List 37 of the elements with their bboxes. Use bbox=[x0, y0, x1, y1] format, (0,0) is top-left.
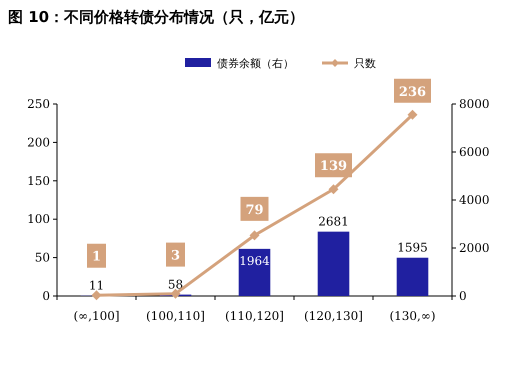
point bbox=[250, 230, 260, 240]
y2-tick-label: 4000 bbox=[459, 193, 490, 207]
y-tick-label: 50 bbox=[34, 250, 50, 265]
legend-label: 只数 bbox=[354, 57, 376, 70]
bar bbox=[396, 258, 428, 296]
y2-tick-label: 2000 bbox=[459, 241, 490, 255]
data-label: 1964 bbox=[239, 254, 270, 268]
data-label: 79 bbox=[245, 202, 264, 218]
bar bbox=[238, 248, 270, 296]
y-tick-label: 150 bbox=[27, 174, 50, 188]
bar bbox=[318, 232, 350, 296]
point bbox=[92, 290, 102, 300]
y2-tick-label: 8000 bbox=[459, 97, 490, 111]
data-label: 3 bbox=[170, 248, 180, 264]
y2-tick-label: 6000 bbox=[459, 145, 490, 159]
y2-tick-label: 0 bbox=[459, 289, 467, 303]
data-label: 2681 bbox=[318, 214, 349, 229]
point bbox=[328, 184, 338, 194]
x-tick-label: (130,∞) bbox=[389, 309, 436, 323]
y-tick-label: 250 bbox=[27, 97, 50, 111]
data-label: 139 bbox=[320, 159, 348, 174]
x-tick-label: (110,120] bbox=[225, 309, 284, 323]
point bbox=[408, 110, 418, 120]
y-tick-label: 200 bbox=[27, 135, 50, 150]
y-tick-label: 0 bbox=[42, 289, 50, 303]
y-tick-label: 100 bbox=[27, 212, 50, 226]
x-tick-label: (100,110] bbox=[146, 309, 205, 323]
data-label: 1595 bbox=[397, 240, 428, 255]
chart-title: 图 10：不同价格转债分布情况（只，亿元） bbox=[8, 8, 304, 26]
x-tick-label: (∞,100] bbox=[73, 309, 120, 323]
legend-label: 债券余额（右） bbox=[217, 57, 294, 70]
data-label: 11 bbox=[88, 278, 104, 293]
data-label: 236 bbox=[398, 84, 426, 100]
point bbox=[170, 288, 180, 299]
x-tick-label: (120,130] bbox=[304, 309, 363, 323]
data-label: 58 bbox=[168, 278, 184, 292]
data-label: 1 bbox=[92, 250, 102, 265]
